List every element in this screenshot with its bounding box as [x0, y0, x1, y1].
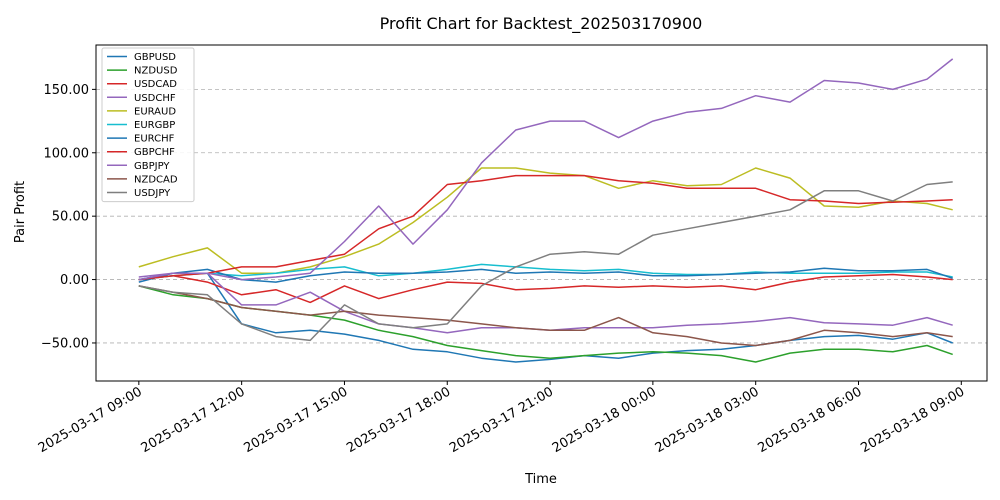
series-line-nzdusd: [138, 285, 953, 363]
y-tick-label: 100.00: [44, 146, 90, 161]
x-tick-label: 2025-03-17 12:00: [139, 384, 248, 456]
legend-frame: [101, 47, 195, 203]
x-tick-label: 2025-03-18 00:00: [550, 384, 659, 456]
series-line-eurchf: [138, 267, 953, 283]
x-tick-label: 2025-03-18 06:00: [756, 384, 865, 456]
y-axis-label: Pair Profit: [13, 181, 28, 243]
chart-title: Profit Chart for Backtest_202503170900: [380, 14, 703, 34]
y-tick-label: 150.00: [44, 83, 90, 98]
x-tick-label: 2025-03-17 09:00: [36, 384, 145, 456]
legend-entry-label: USDCAD: [134, 79, 177, 90]
x-tick-label: 2025-03-18 03:00: [653, 384, 762, 456]
y-tick-label: −50.00: [41, 336, 89, 351]
legend: GBPUSD NZDUSD USDCAD USDCHF EURAUD EURGBP EURC…: [101, 47, 195, 203]
plot-area-frame: [95, 44, 988, 382]
legend-entry-label: GBPJPY: [134, 161, 170, 172]
legend-entry-label: NZDUSD: [134, 66, 178, 77]
legend-entry-label: EURAUD: [134, 106, 176, 117]
legend-entry-label: USDJPY: [134, 188, 171, 199]
x-tick-label: 2025-03-17 15:00: [241, 384, 350, 456]
x-tick-label: 2025-03-17 21:00: [447, 384, 556, 456]
series-line-gbpjpy: [138, 58, 954, 281]
legend-entry-label: NZDCAD: [134, 174, 178, 185]
series-line-gbpusd: [138, 272, 953, 363]
legend-entry-label: EURCHF: [134, 134, 175, 145]
x-tick-label: 2025-03-18 09:00: [858, 384, 967, 456]
series-line-gbpchf: [138, 174, 953, 281]
series-line-usdcad: [138, 273, 953, 304]
legend-entry-label: USDCHF: [134, 93, 176, 104]
y-axis-ticks: −50.00 0.00 50.00 100.00 150.00: [41, 83, 96, 351]
series-lines: [138, 58, 954, 363]
series-line-usdjpy: [138, 181, 953, 342]
legend-entry-label: GBPCHF: [134, 147, 175, 158]
x-axis-label: Time: [524, 472, 557, 487]
x-tick-label: 2025-03-17 18:00: [344, 384, 453, 456]
legend-entry-label: GBPUSD: [134, 52, 176, 63]
legend-entry-label: EURGBP: [134, 120, 175, 131]
y-tick-label: 0.00: [60, 273, 89, 288]
series-line-usdchf: [138, 272, 953, 334]
series-line-eurgbp: [138, 263, 953, 281]
series-line-euraud: [138, 167, 953, 274]
y-tick-label: 50.00: [52, 210, 89, 225]
series-line-nzdcad: [138, 285, 953, 347]
